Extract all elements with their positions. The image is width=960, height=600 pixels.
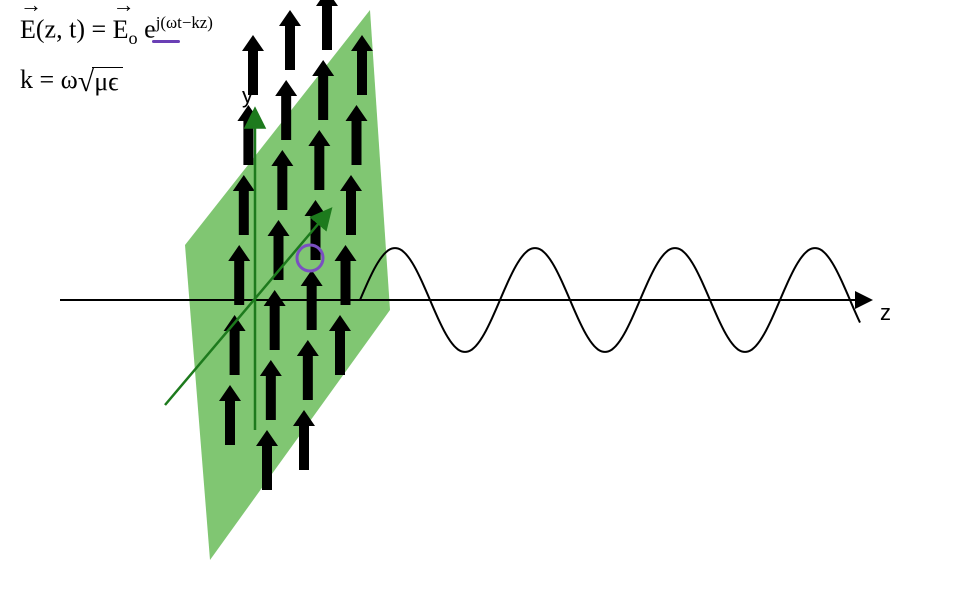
z-axis-label: z <box>880 300 891 326</box>
diagram-canvas: E(z, t) = Eo ej(ωt−kz) k = ω√μϵ <box>0 0 960 600</box>
field-arrow <box>316 0 338 50</box>
scene-svg <box>0 0 960 600</box>
field-arrow <box>279 10 301 70</box>
y-axis-label: y <box>242 83 253 109</box>
